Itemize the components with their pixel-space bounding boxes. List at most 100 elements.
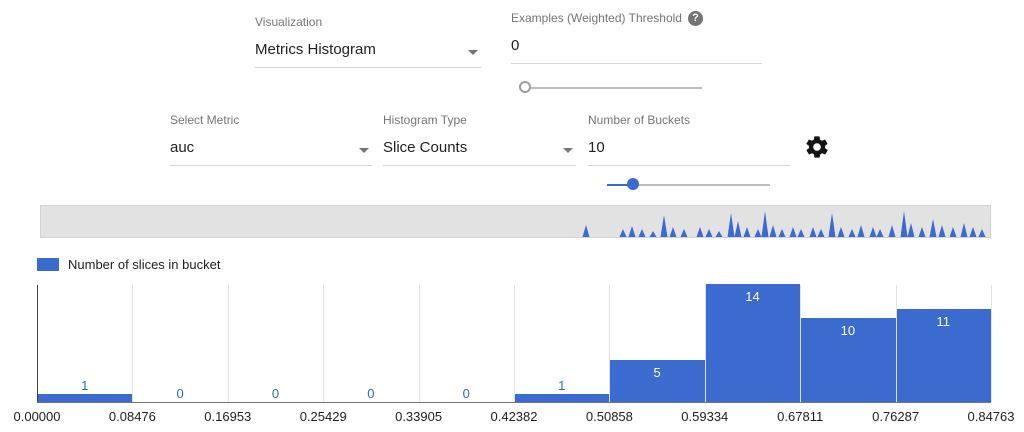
threshold-label-text: Examples (Weighted) Threshold — [511, 11, 682, 25]
density-spike — [857, 225, 865, 237]
x-tick-label: 0.16953 — [204, 409, 252, 424]
buckets-slider-handle[interactable] — [627, 178, 640, 190]
density-spike — [828, 213, 836, 237]
density-spike — [848, 229, 856, 237]
density-spike — [809, 227, 817, 237]
density-spike — [938, 225, 946, 237]
density-spike — [619, 229, 627, 237]
density-spike — [734, 221, 742, 237]
histogram-type-select-value: Slice Counts — [383, 139, 468, 156]
density-spike — [705, 229, 713, 237]
histogram-bar[interactable] — [610, 359, 705, 402]
threshold-input-wrap — [511, 32, 762, 64]
density-spike — [960, 223, 968, 237]
threshold-slider-track[interactable] — [520, 87, 702, 89]
visualization-select[interactable]: Metrics Histogram — [255, 36, 481, 68]
density-spike — [929, 219, 937, 237]
density-spike — [628, 226, 636, 237]
buckets-slider-track[interactable] — [607, 184, 770, 186]
density-spike — [869, 227, 877, 237]
buckets-label: Number of Buckets — [588, 113, 691, 127]
x-tick-label: 0.67811 — [777, 409, 824, 424]
metric-select[interactable]: auc — [170, 134, 372, 166]
histogram-bar[interactable] — [896, 309, 991, 402]
density-spike — [918, 227, 926, 237]
chevron-down-icon — [359, 147, 369, 153]
density-spike — [907, 223, 915, 237]
density-spike — [669, 227, 677, 237]
threshold-field: Examples (Weighted) Threshold ? — [511, 10, 762, 93]
bar-value-label: 1 — [558, 377, 566, 393]
x-tick-label: 0.84763 — [967, 409, 1015, 424]
histogram-bar[interactable] — [801, 317, 896, 402]
x-tick-label: 0.59334 — [681, 409, 729, 424]
density-spike — [876, 229, 884, 237]
gridline — [227, 285, 229, 402]
histogram-chart: 1 0 0 0 0 1 5 14 10 11 — [37, 284, 992, 403]
gridline — [991, 285, 992, 402]
bar-value-label: 0 — [176, 386, 184, 401]
buckets-slider-fill — [607, 184, 634, 186]
metric-field: Select Metric auc — [170, 112, 372, 166]
legend-label: Number of slices in bucket — [68, 257, 221, 272]
threshold-slider[interactable] — [519, 81, 702, 95]
bar-value-label: 0 — [462, 386, 470, 401]
x-tick-label: 0.08476 — [108, 409, 156, 424]
bar-value-label: 0 — [367, 386, 375, 401]
histogram-type-label: Histogram Type — [383, 113, 467, 127]
metric-label: Select Metric — [170, 113, 240, 127]
density-spike — [888, 225, 896, 237]
buckets-slider[interactable] — [607, 178, 770, 192]
buckets-input[interactable] — [588, 139, 790, 156]
bar-value-label: 14 — [745, 289, 760, 304]
density-spike — [680, 229, 688, 237]
threshold-input[interactable] — [511, 37, 762, 54]
visualization-field: Visualization Metrics Histogram — [255, 14, 481, 68]
x-tick-label: 0.50858 — [585, 409, 633, 424]
density-spike — [978, 229, 986, 237]
bar-value-label: 1 — [81, 377, 89, 393]
gridline — [800, 285, 802, 402]
density-spike — [638, 229, 646, 237]
density-spike — [797, 229, 805, 237]
help-icon[interactable]: ? — [687, 10, 703, 26]
density-spike — [715, 231, 723, 237]
bar-value-label: 5 — [653, 364, 661, 380]
chart-legend: Number of slices in bucket — [37, 257, 220, 272]
density-spike — [754, 229, 762, 237]
density-spike — [660, 215, 668, 237]
histogram-bar[interactable] — [38, 393, 133, 402]
overview-density-spikes — [582, 211, 986, 237]
threshold-slider-handle[interactable] — [519, 81, 532, 93]
gridline — [418, 285, 420, 402]
gridline — [609, 285, 611, 402]
density-spike — [789, 227, 797, 237]
buckets-field: Number of Buckets — [588, 112, 790, 190]
density-spike — [649, 231, 657, 237]
density-spike — [582, 225, 590, 237]
settings-button[interactable] — [804, 134, 830, 160]
histogram-type-field: Histogram Type Slice Counts — [383, 112, 576, 166]
metric-select-value: auc — [170, 139, 195, 156]
density-spike — [969, 227, 977, 237]
x-tick-label: 0.25429 — [299, 409, 347, 424]
density-spike — [761, 211, 769, 237]
threshold-label: Examples (Weighted) Threshold ? — [511, 10, 762, 26]
x-tick-label: 0.33905 — [395, 409, 443, 424]
overview-range-strip[interactable] — [40, 205, 991, 238]
histogram-bar[interactable] — [515, 393, 610, 402]
visualization-select-value: Metrics Histogram — [255, 41, 376, 58]
density-spike — [696, 227, 704, 237]
gridline — [323, 285, 325, 402]
bar-value-label: 10 — [840, 322, 856, 338]
x-axis: 0.00000 0.08476 0.16953 0.25429 0.33905 0.423… — [14, 409, 1015, 427]
histogram-type-select[interactable]: Slice Counts — [383, 134, 576, 166]
buckets-input-wrap — [588, 134, 790, 166]
density-spike — [837, 227, 845, 237]
gridline — [514, 285, 515, 402]
gear-icon — [806, 136, 828, 158]
density-spike — [949, 227, 957, 237]
histogram-bar[interactable] — [705, 284, 801, 402]
bar-value-label: 0 — [271, 386, 280, 401]
x-tick-label: 0.42382 — [490, 409, 538, 424]
